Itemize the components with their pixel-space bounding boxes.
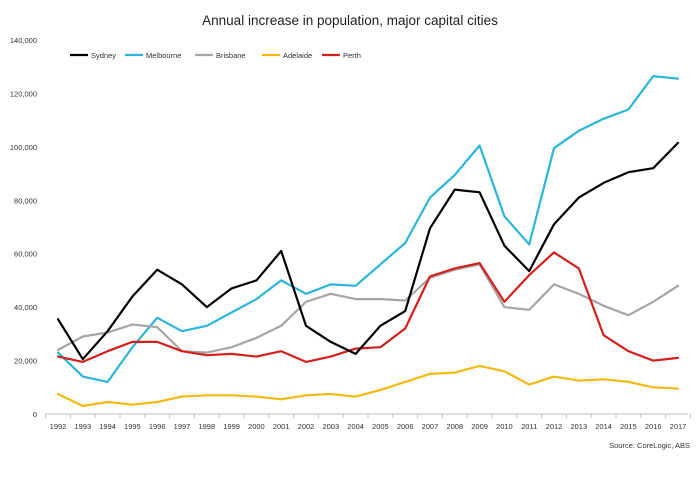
- x-tick-label: 1999: [223, 422, 240, 431]
- x-tick-label: 1997: [174, 422, 191, 431]
- y-tick-label: 100,000: [10, 143, 37, 152]
- x-tick-label: 2008: [446, 422, 463, 431]
- legend-label-sydney: Sydney: [91, 51, 116, 60]
- series-line-melbourne: [56, 74, 680, 383]
- legend-label-melbourne: Melbourne: [146, 51, 181, 60]
- legend: Sydney Melbourne Brisbane Adelaide Perth: [70, 51, 361, 60]
- x-tick-label: 2005: [372, 422, 389, 431]
- series-line-adelaide: [56, 364, 680, 408]
- x-tick-label: 2009: [471, 422, 488, 431]
- x-tick-label: 2013: [570, 422, 587, 431]
- x-tick-label: 2000: [248, 422, 265, 431]
- x-tick-label: 2015: [620, 422, 637, 431]
- x-tick-label: 2003: [322, 422, 339, 431]
- x-tick-label: 2006: [397, 422, 414, 431]
- y-tick-label: 80,000: [14, 196, 37, 205]
- x-tick-label: 2001: [273, 422, 290, 431]
- source-note: Source: CoreLogic, ABS: [609, 441, 690, 450]
- x-tick-label: 1995: [124, 422, 141, 431]
- legend-label-adelaide: Adelaide: [283, 51, 312, 60]
- x-tick-label: 2016: [645, 422, 662, 431]
- x-tick-label: 2007: [422, 422, 439, 431]
- series-line-sydney: [56, 141, 680, 361]
- y-tick-label: 40,000: [14, 303, 37, 312]
- x-tick-label: 2002: [298, 422, 315, 431]
- x-tick-label: 2004: [347, 422, 364, 431]
- x-tick-label: 2012: [546, 422, 563, 431]
- y-tick-label: 20,000: [14, 357, 37, 366]
- legend-label-brisbane: Brisbane: [216, 51, 246, 60]
- chart-title: Annual increase in population, major cap…: [202, 13, 498, 28]
- series-line-perth: [56, 251, 680, 363]
- x-tick-label: 1993: [74, 422, 91, 431]
- y-tick-label: 120,000: [10, 89, 37, 98]
- x-tick-label: 1998: [198, 422, 215, 431]
- y-tick-label: 140,000: [10, 36, 37, 45]
- x-tick-label: 1994: [99, 422, 116, 431]
- y-tick-label: 60,000: [14, 250, 37, 259]
- series-layer: [56, 74, 680, 408]
- x-tick-label: 1996: [149, 422, 166, 431]
- x-tick-label: 2017: [670, 422, 687, 431]
- y-tick-label: 0: [33, 410, 37, 419]
- x-tick-label: 2010: [496, 422, 513, 431]
- x-axis: 1992 1993 1994 1995 1996 1997 1998 1999 2000 2001…: [45, 413, 691, 431]
- series-line-brisbane: [56, 263, 680, 354]
- y-axis: 0 20,000 40,000 60,000 80,000 100,000 120,000 1…: [10, 36, 37, 419]
- x-tick-label: 1992: [50, 422, 67, 431]
- x-tick-label: 2014: [595, 422, 612, 431]
- x-tick-label: 2011: [521, 422, 537, 431]
- legend-label-perth: Perth: [343, 51, 361, 60]
